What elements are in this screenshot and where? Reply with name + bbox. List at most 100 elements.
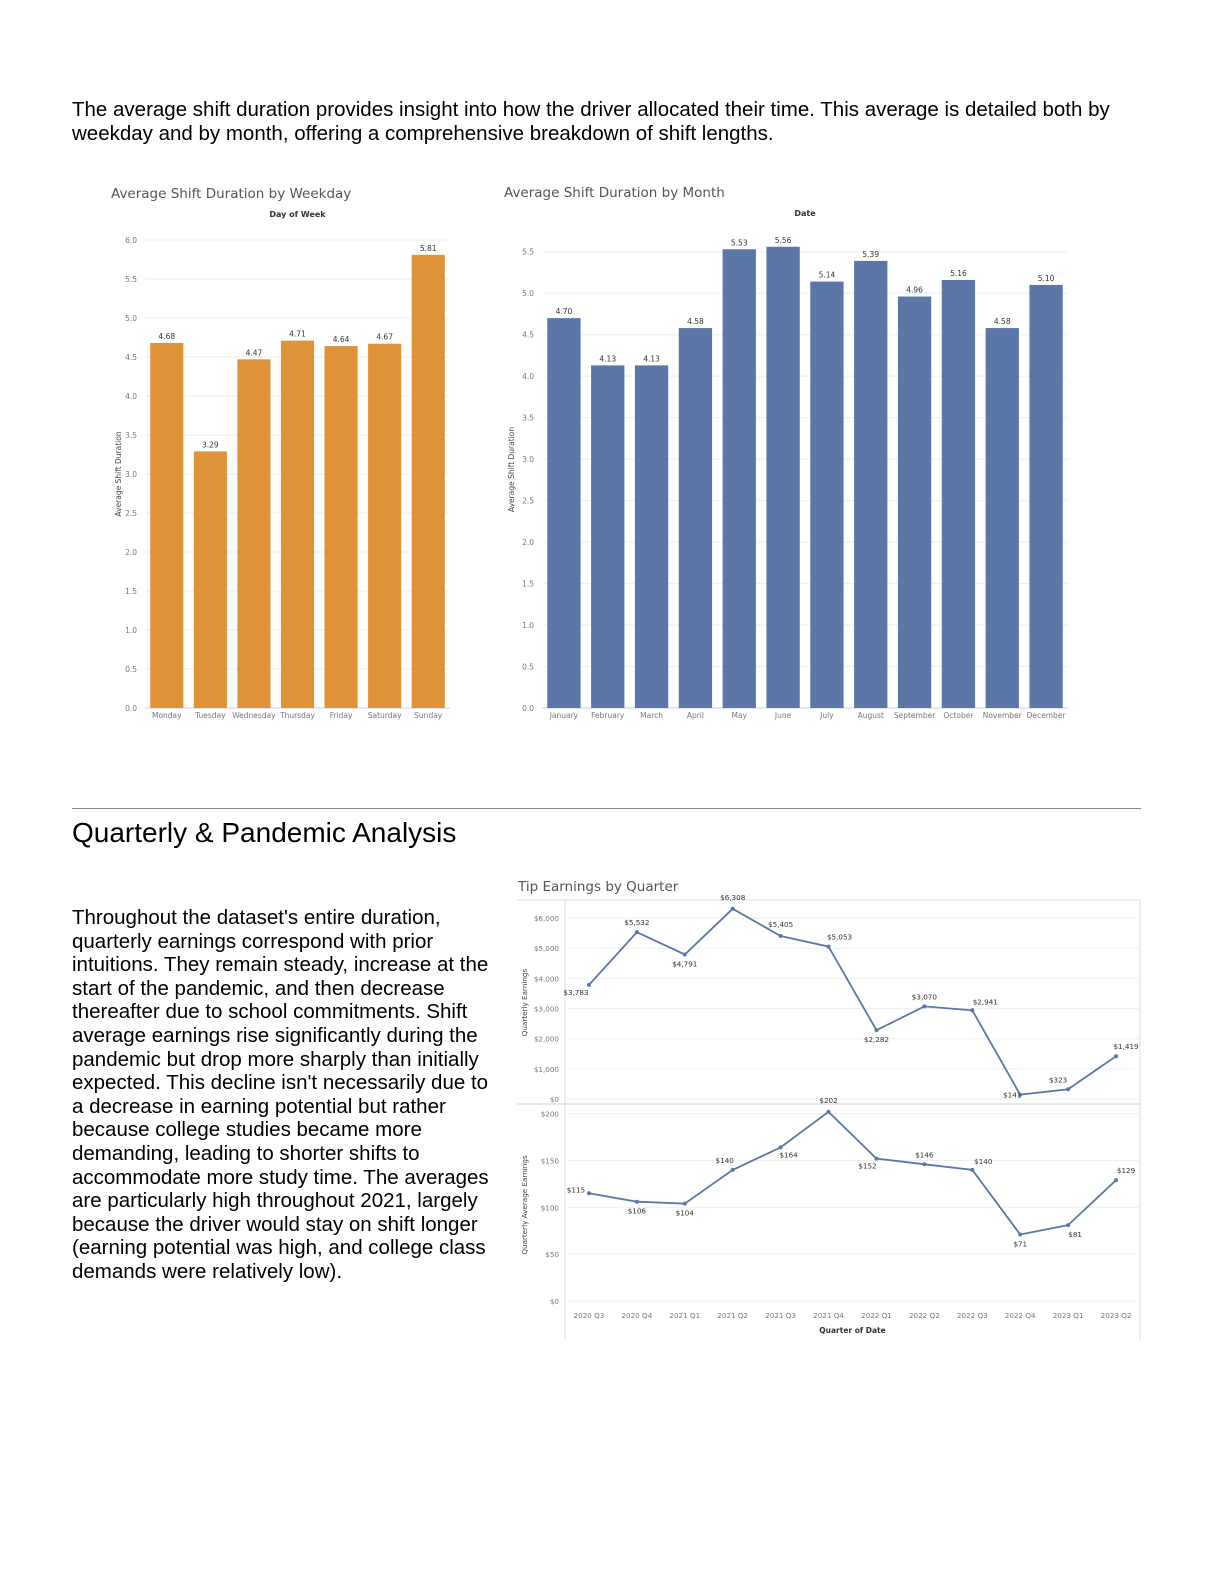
x-tick-label: January	[549, 711, 579, 720]
point-value-label: $106	[628, 1207, 647, 1216]
bar	[678, 328, 713, 708]
bar	[237, 359, 271, 708]
y-tick-label: $150	[541, 1157, 560, 1166]
x-tick-label: Wednesday	[232, 711, 276, 720]
bar	[280, 340, 315, 708]
y-tick-label: 5.5	[522, 248, 534, 257]
y-axis-label: Average Shift Duration	[114, 431, 123, 516]
point-value-label: $81	[1068, 1230, 1082, 1239]
bar-value-label: 4.47	[246, 348, 263, 357]
x-tick-label: May	[731, 711, 747, 720]
point-value-label: $140	[716, 1156, 735, 1165]
y-tick-label: 4.5	[522, 331, 534, 340]
analysis-paragraph: Throughout the dataset's entire duration…	[72, 906, 489, 1283]
chart-header: Day of Week	[269, 210, 326, 219]
bar	[634, 365, 669, 708]
bar	[368, 343, 402, 708]
x-tick-label: 2021 Q2	[717, 1311, 748, 1320]
point-value-label: $164	[779, 1150, 798, 1159]
x-tick-label: 2022 Q2	[909, 1311, 940, 1320]
data-point	[1018, 1232, 1023, 1237]
point-value-label: $115	[567, 1185, 585, 1194]
y-axis-label: Average Shift Duration	[507, 427, 516, 512]
y-tick-label: 0.0	[522, 704, 534, 713]
y-tick-label: 5.5	[125, 275, 137, 284]
bar-value-label: 4.96	[906, 286, 923, 295]
y-tick-label: 2.0	[125, 548, 137, 557]
point-value-label: $141	[1003, 1091, 1021, 1100]
y-tick-label: $3,000	[534, 1005, 560, 1014]
x-tick-label: November	[983, 711, 1023, 720]
y-tick-label: $0	[550, 1297, 560, 1306]
weekday-chart-title: Average Shift Duration by Weekday	[111, 186, 352, 202]
x-tick-label: Tuesday	[194, 711, 226, 720]
x-tick-label: 2022 Q4	[1005, 1311, 1036, 1320]
bar-value-label: 5.14	[819, 271, 836, 280]
x-tick-label: Saturday	[368, 711, 402, 720]
tip-chart-title: Tip Earnings by Quarter	[518, 879, 679, 895]
x-tick-label: March	[640, 711, 663, 720]
x-tick-label: 2021 Q1	[669, 1311, 700, 1320]
bar-value-label: 4.58	[687, 317, 704, 326]
y-tick-label: 3.5	[125, 431, 137, 440]
point-value-label: $6,308	[720, 893, 746, 902]
y-tick-label: $0	[550, 1095, 560, 1104]
point-value-label: $71	[1013, 1240, 1027, 1249]
month-chart-title: Average Shift Duration by Month	[504, 185, 725, 201]
y-tick-label: 0.5	[125, 665, 137, 674]
y-tick-label: $1,000	[534, 1065, 560, 1074]
data-point	[1114, 1054, 1119, 1059]
y-tick-label: 6.0	[125, 236, 137, 245]
x-tick-label: Thursday	[279, 711, 315, 720]
point-value-label: $140	[974, 1157, 993, 1166]
data-point	[778, 1145, 783, 1150]
y-tick-label: 5.0	[522, 289, 534, 298]
bar	[150, 342, 184, 708]
bar-value-label: 5.56	[775, 236, 792, 245]
bar	[547, 318, 581, 708]
data-point	[682, 1201, 687, 1206]
bar-value-label: 4.70	[556, 307, 573, 316]
point-value-label: $2,941	[973, 997, 998, 1006]
x-tick-label: June	[774, 711, 792, 720]
x-tick-label: 2023 Q1	[1053, 1311, 1084, 1320]
y-tick-label: 4.0	[125, 392, 137, 401]
y-axis-label: Quarterly Earnings	[520, 969, 529, 1037]
x-tick-label: 2022 Q3	[957, 1311, 988, 1320]
section-heading: Quarterly & Pandemic Analysis	[72, 817, 457, 848]
data-point	[778, 934, 783, 939]
y-tick-label: 2.0	[522, 538, 534, 547]
x-tick-label: 2020 Q3	[574, 1311, 605, 1320]
bar-value-label: 4.13	[599, 354, 616, 363]
bar	[722, 249, 756, 708]
y-tick-label: $5,000	[534, 944, 560, 953]
data-point	[826, 944, 831, 949]
bar	[766, 246, 800, 709]
bar-value-label: 4.64	[333, 335, 350, 344]
x-tick-label: Friday	[330, 711, 353, 720]
x-tick-label: 2022 Q1	[861, 1311, 892, 1320]
intro-paragraph: The average shift duration provides insi…	[72, 98, 1110, 145]
point-value-label: $1,419	[1113, 1042, 1139, 1051]
y-tick-label: $6,000	[534, 914, 560, 923]
y-tick-label: 3.5	[522, 414, 534, 423]
data-point	[634, 930, 639, 935]
data-point	[682, 952, 687, 957]
bar	[985, 328, 1019, 708]
data-point	[730, 1167, 735, 1172]
bar-value-label: 5.53	[731, 238, 748, 247]
x-tick-label: 2021 Q3	[765, 1311, 796, 1320]
y-tick-label: 4.5	[125, 353, 137, 362]
data-point	[586, 1191, 591, 1196]
point-value-label: $5,053	[827, 933, 852, 942]
y-tick-label: $200	[541, 1110, 560, 1119]
point-value-label: $3,783	[563, 988, 588, 997]
bar-value-label: 3.29	[202, 440, 219, 449]
bar-value-label: 5.81	[420, 244, 437, 253]
x-tick-label: September	[894, 711, 936, 720]
bar	[324, 346, 358, 708]
point-value-label: $5,532	[624, 918, 649, 927]
point-value-label: $104	[676, 1209, 695, 1218]
data-point	[922, 1162, 927, 1167]
x-axis-label: Quarter of Date	[819, 1326, 885, 1335]
